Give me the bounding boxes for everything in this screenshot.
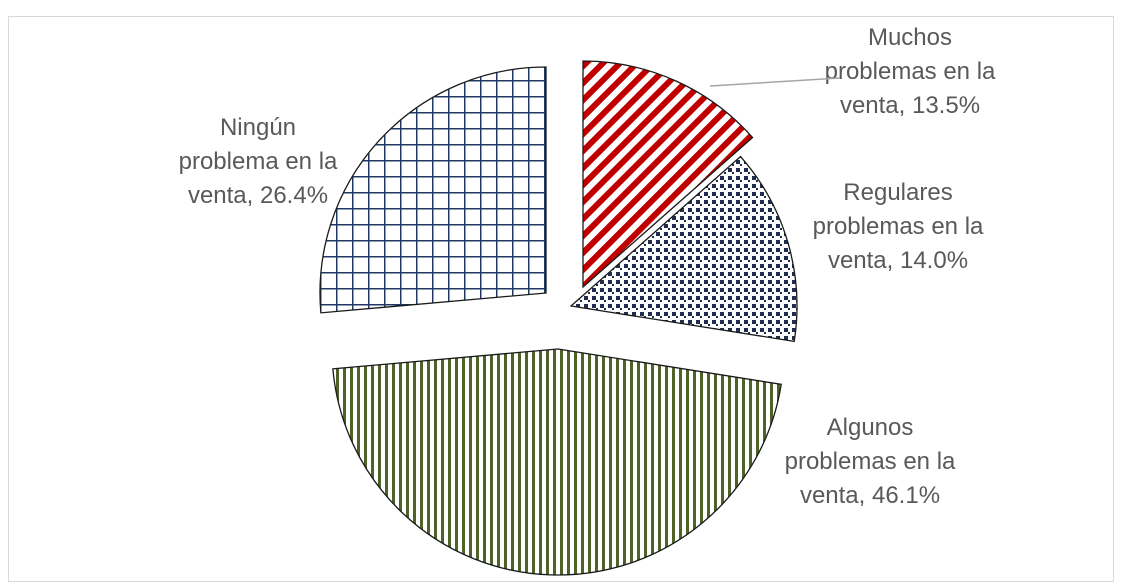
pie-slice-1: [582, 60, 754, 289]
slice-label-line: Regulares: [843, 179, 952, 206]
slice-label-line: venta, 46.1%: [800, 482, 940, 509]
pie-slice-2: [569, 155, 798, 343]
slice-label-line: problemas en la: [825, 58, 996, 85]
pie-slices: [319, 60, 798, 576]
slice-label-line: problemas en la: [785, 448, 956, 475]
slice-label-line: venta, 26.4%: [188, 182, 328, 209]
slice-label-line: venta, 14.0%: [828, 247, 968, 274]
slice-label-line: problemas en la: [813, 213, 984, 240]
slice-label-line: Ningún: [220, 114, 296, 141]
slice-label-2: Regulares problemas en la venta, 14.0%: [813, 179, 984, 274]
slice-label-line: Algunos: [827, 414, 914, 441]
slice-label-1: Muchos problemas en la venta, 13.5%: [825, 24, 996, 119]
pie-slice-4: [319, 66, 547, 314]
slice-label-line: problema en la: [179, 148, 338, 175]
slice-label-line: venta, 13.5%: [840, 92, 980, 119]
leader-line: [709, 77, 841, 87]
pie-labels: Muchos problemas en la venta, 13.5% Regular…: [179, 24, 996, 509]
slice-label-line: Muchos: [868, 24, 952, 51]
pie-slice-3: [332, 348, 782, 576]
slice-label-3: Algunos problemas en la venta, 46.1%: [785, 414, 956, 509]
slice-label-4: Ningún problema en la venta, 26.4%: [179, 114, 338, 209]
